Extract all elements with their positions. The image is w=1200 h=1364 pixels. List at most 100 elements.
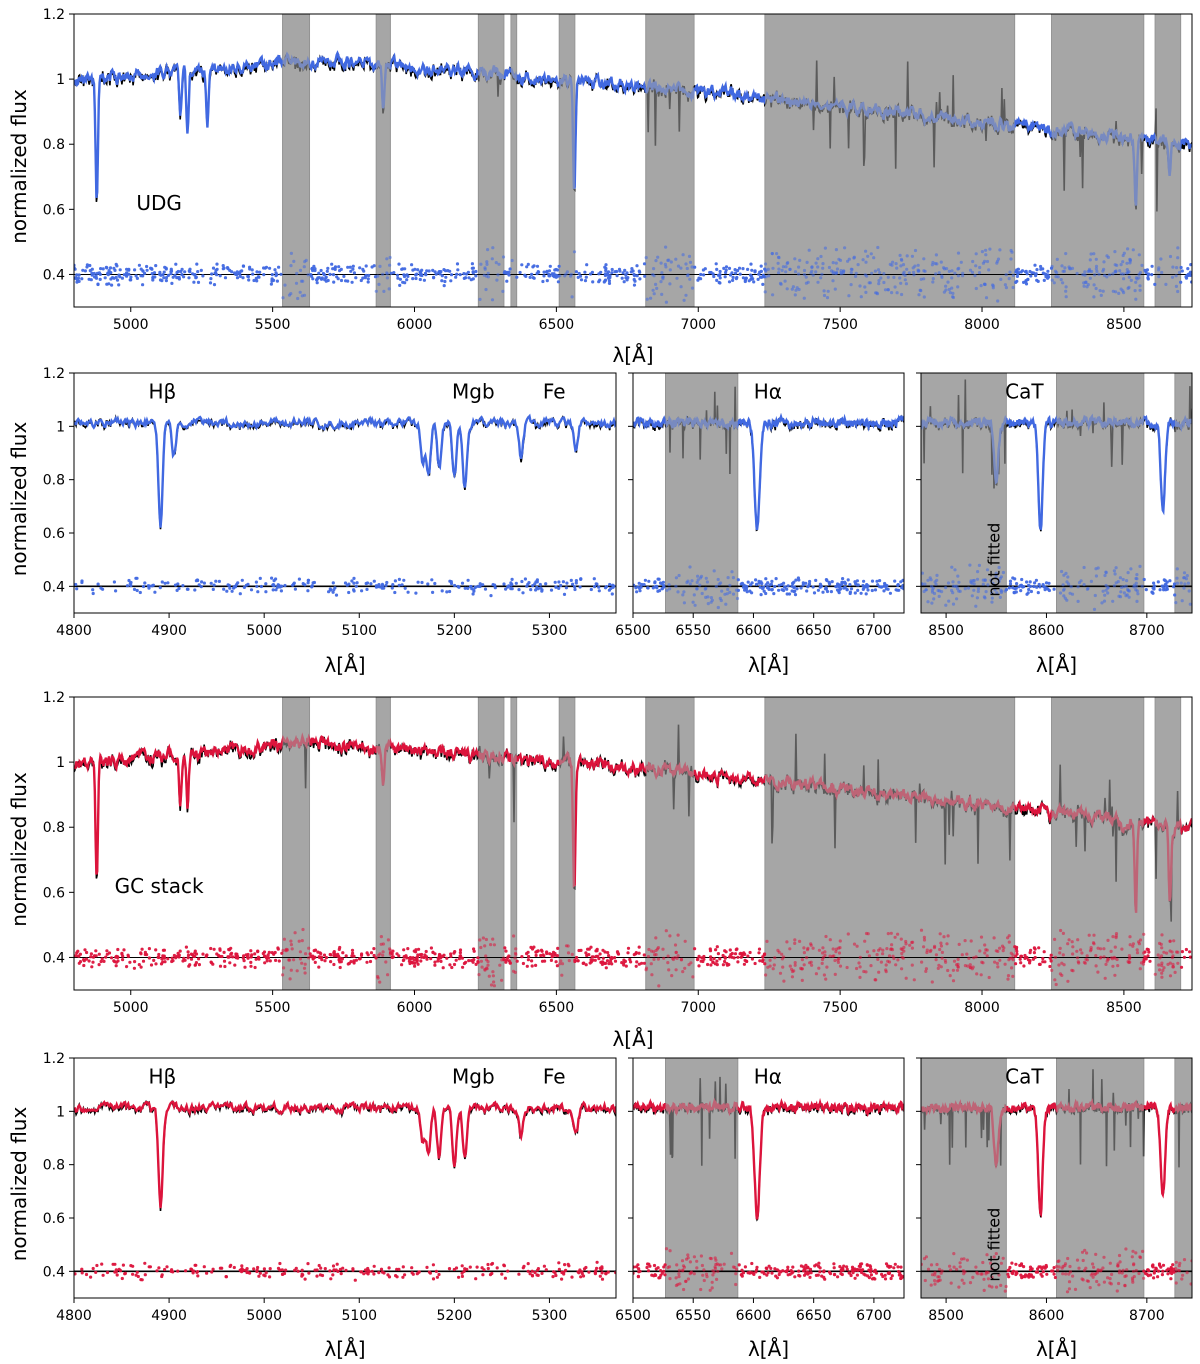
residual-point: [764, 577, 768, 581]
residual-point: [976, 587, 981, 591]
residual-point: [986, 583, 990, 587]
residual-point: [995, 961, 1000, 966]
residual-point: [78, 960, 83, 964]
residual-point: [992, 936, 996, 940]
residual-point: [287, 293, 292, 297]
residual-point: [281, 948, 285, 953]
residual-point: [683, 966, 687, 970]
residual-point: [298, 950, 302, 954]
residual-point: [1014, 1262, 1018, 1266]
residual-point: [530, 959, 534, 963]
residual-point: [416, 268, 420, 272]
residual-point: [212, 947, 216, 951]
annotation-gc-stack: GC stack: [115, 874, 204, 898]
x-tick-label: 7500: [822, 317, 858, 333]
residual-point: [491, 974, 495, 978]
residual-point: [440, 274, 444, 278]
masked-overlay: [665, 1058, 738, 1298]
residual-point: [814, 270, 818, 274]
residual-point: [839, 587, 843, 591]
residual-point: [433, 270, 437, 274]
residual-point: [154, 962, 158, 966]
residual-point: [934, 272, 938, 276]
residual-point: [123, 1271, 127, 1275]
residual-point: [461, 965, 465, 969]
residual-point: [156, 955, 160, 959]
residual-point: [174, 262, 178, 266]
residual-point: [97, 963, 101, 967]
residual-point: [802, 296, 806, 300]
residual-point: [936, 1279, 940, 1283]
residual-point: [883, 1273, 887, 1277]
residual-point: [1011, 586, 1015, 590]
residual-point: [688, 277, 692, 281]
residual-point: [835, 267, 840, 271]
residual-point: [182, 956, 186, 960]
residual-point: [1053, 1275, 1057, 1280]
residual-point: [1015, 274, 1020, 278]
residual-point: [116, 955, 120, 960]
residual-point: [885, 584, 889, 588]
residual-point: [910, 946, 915, 950]
residual-point: [1023, 953, 1027, 958]
residual-point: [838, 1265, 842, 1269]
residual-point: [419, 272, 423, 276]
residual-point: [114, 1270, 118, 1274]
plot-area: [74, 14, 1192, 307]
residual-point: [1050, 278, 1054, 282]
residual-point: [822, 293, 827, 298]
residual-point: [161, 956, 165, 960]
residual-point: [197, 583, 201, 587]
residual-point: [935, 573, 939, 578]
residual-point: [545, 951, 549, 956]
residual-point: [548, 264, 552, 268]
residual-point: [567, 959, 571, 963]
residual-point: [304, 258, 308, 262]
residual-point: [853, 591, 857, 595]
residual-point: [850, 1268, 854, 1273]
residual-point: [856, 588, 860, 593]
residual-point: [458, 948, 463, 952]
residual-point: [1061, 281, 1065, 285]
residual-point: [785, 587, 789, 591]
residual-point: [821, 262, 825, 266]
residual-point: [125, 965, 129, 969]
residual-point: [728, 955, 732, 959]
residual-point: [675, 1263, 679, 1267]
residual-point: [360, 952, 364, 956]
residual-point: [306, 581, 310, 585]
residual-point: [1099, 293, 1103, 297]
residual-point: [169, 272, 173, 276]
residual-point: [474, 269, 478, 274]
residual-point: [855, 944, 859, 948]
residual-point: [791, 1270, 795, 1274]
residual-point: [723, 959, 727, 964]
residual-point: [445, 590, 449, 594]
residual-point: [838, 946, 842, 950]
residual-point: [564, 1268, 568, 1272]
residual-point: [587, 953, 591, 957]
residual-point: [797, 272, 801, 276]
residual-point: [771, 266, 775, 270]
x-tick-label: 8000: [964, 1000, 1000, 1016]
residual-point: [442, 284, 446, 288]
residual-point: [1073, 1287, 1078, 1291]
residual-point: [996, 965, 1000, 969]
residual-point: [997, 579, 1001, 583]
residual-point: [834, 248, 839, 252]
residual-point: [1028, 580, 1032, 584]
residual-point: [827, 265, 832, 270]
residual-point: [150, 267, 154, 271]
residual-point: [919, 928, 924, 932]
residual-point: [936, 966, 940, 971]
residual-point: [248, 1271, 252, 1275]
residual-point: [209, 946, 213, 951]
residual-point: [370, 265, 374, 269]
residual-point: [572, 250, 577, 254]
residual-point: [255, 279, 259, 283]
masked-overlay: [1056, 1058, 1144, 1298]
residual-point: [929, 1263, 934, 1267]
masked-overlay: [665, 373, 738, 613]
residual-point: [193, 1263, 197, 1267]
residual-point: [742, 583, 746, 587]
